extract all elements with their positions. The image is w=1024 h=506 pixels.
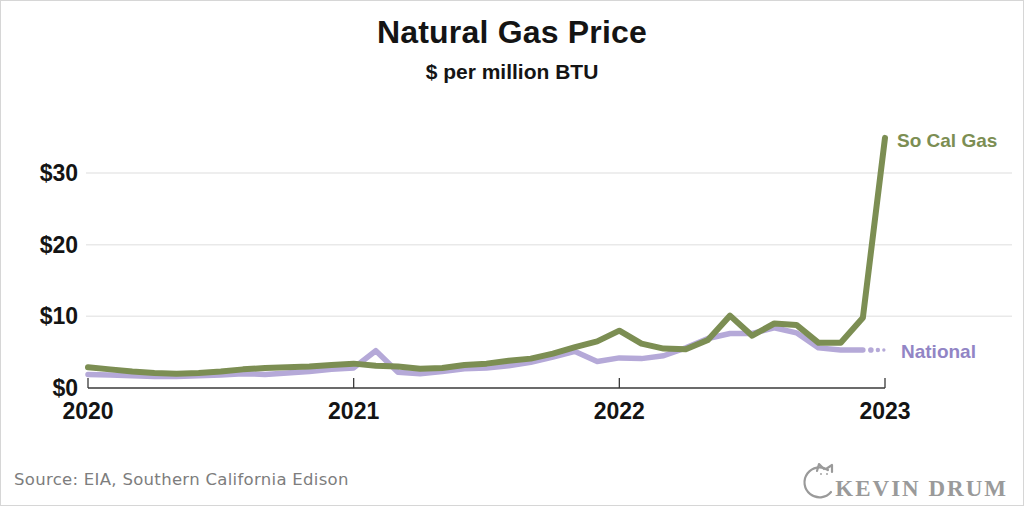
- y-tick-label: $30: [0, 160, 78, 186]
- kevin-drum-logo: KEVIN DRUM: [795, 462, 1008, 506]
- x-tick-label: 2020: [38, 398, 138, 424]
- x-tick-label: 2023: [835, 398, 935, 424]
- national-line: [88, 328, 863, 377]
- source-note: Source: EIA, Southern California Edison: [14, 470, 349, 489]
- chart-canvas: [0, 0, 1024, 506]
- national-dotted-tail: [868, 347, 886, 353]
- chart-figure: Natural Gas Price $ per million BTU $0$1…: [0, 0, 1024, 506]
- x-tick-label: 2021: [304, 398, 404, 424]
- y-tick-label: $20: [0, 232, 78, 258]
- logo-text: KEVIN DRUM: [835, 476, 1008, 502]
- socal-gas-series-label: So Cal Gas: [897, 130, 997, 152]
- y-tick-label: $10: [0, 303, 78, 329]
- x-tick-label: 2022: [569, 398, 669, 424]
- x-axis: [88, 378, 885, 388]
- national-series-label: National: [901, 341, 976, 363]
